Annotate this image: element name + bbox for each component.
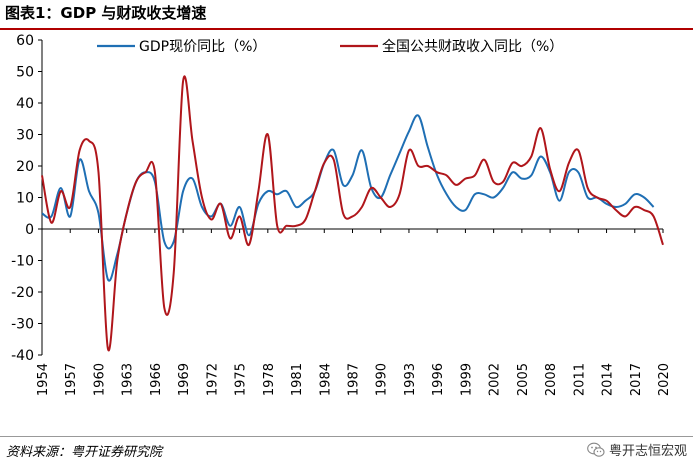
y-tick-label: 10 (16, 191, 34, 207)
y-tick-label: 60 (16, 33, 34, 49)
footer-divider (0, 436, 693, 437)
y-tick-label: -10 (11, 254, 34, 270)
x-tick-label: 1999 (459, 363, 474, 396)
gdp-series-line (41, 114, 655, 282)
x-tick-label: 1957 (64, 363, 79, 396)
x-tick-label: 2008 (544, 363, 559, 396)
y-tick-label: -30 (11, 317, 34, 333)
x-tick-label: 1975 (234, 363, 249, 396)
brand-name: 粤开志恒宏观 (608, 444, 687, 459)
x-tick-label: 1954 (36, 363, 51, 396)
legend-label: 全国公共财政收入同比（%） (382, 38, 563, 55)
source-note: 资料来源：粤开证券研究院 (6, 445, 163, 460)
x-tick-label: 1984 (318, 363, 333, 396)
x-tick-label: 2002 (488, 363, 503, 396)
x-tick-label: 1996 (431, 363, 446, 396)
y-tick-label: 20 (16, 159, 34, 175)
series-layer (41, 75, 664, 352)
x-tick-label: 1972 (205, 363, 220, 396)
x-tick-label: 1960 (92, 363, 107, 396)
y-tick-label: 30 (16, 128, 34, 144)
legend-label: GDP现价同比（%） (139, 39, 266, 55)
page-title: 图表1：GDP 与财政收支增速 (5, 4, 207, 22)
legend: GDP现价同比（%） 全国公共财政收入同比（%） (97, 38, 563, 55)
y-tick-label: 0 (25, 222, 34, 238)
x-tick-label: 2017 (629, 363, 644, 396)
x-tick-label: 1963 (121, 363, 136, 396)
fiscal-series-line (41, 75, 664, 352)
x-tick-label: 1990 (375, 363, 390, 396)
x-axis: 1954 1957 1960 1963 1966 1969 1972 1975 1978 1981… (36, 228, 672, 396)
x-tick-label: 1981 (290, 363, 305, 396)
brand: 粤开志恒宏观 (587, 440, 687, 459)
x-tick-label: 2014 (601, 363, 616, 396)
chart: -40 -30 -20 -10 0 10 20 30 40 50 60 1954 1957 1960 19… (0, 30, 693, 435)
x-tick-label: 1987 (347, 363, 362, 396)
x-tick-label: 2005 (516, 363, 531, 396)
x-tick-label: 1969 (177, 363, 192, 396)
y-tick-label: 50 (16, 65, 34, 81)
y-tick-label: -20 (11, 285, 34, 301)
y-tick-label: -40 (11, 348, 34, 364)
wechat-icon (587, 442, 605, 457)
x-tick-label: 1978 (262, 363, 277, 396)
x-tick-label: 2020 (657, 363, 672, 396)
title-divider (0, 28, 693, 30)
y-tick-label: 40 (16, 96, 34, 112)
x-tick-label: 1993 (403, 363, 418, 396)
y-axis: -40 -30 -20 -10 0 10 20 30 40 50 60 (11, 33, 43, 364)
x-tick-label: 2011 (572, 363, 587, 396)
x-tick-label: 1966 (149, 363, 164, 396)
